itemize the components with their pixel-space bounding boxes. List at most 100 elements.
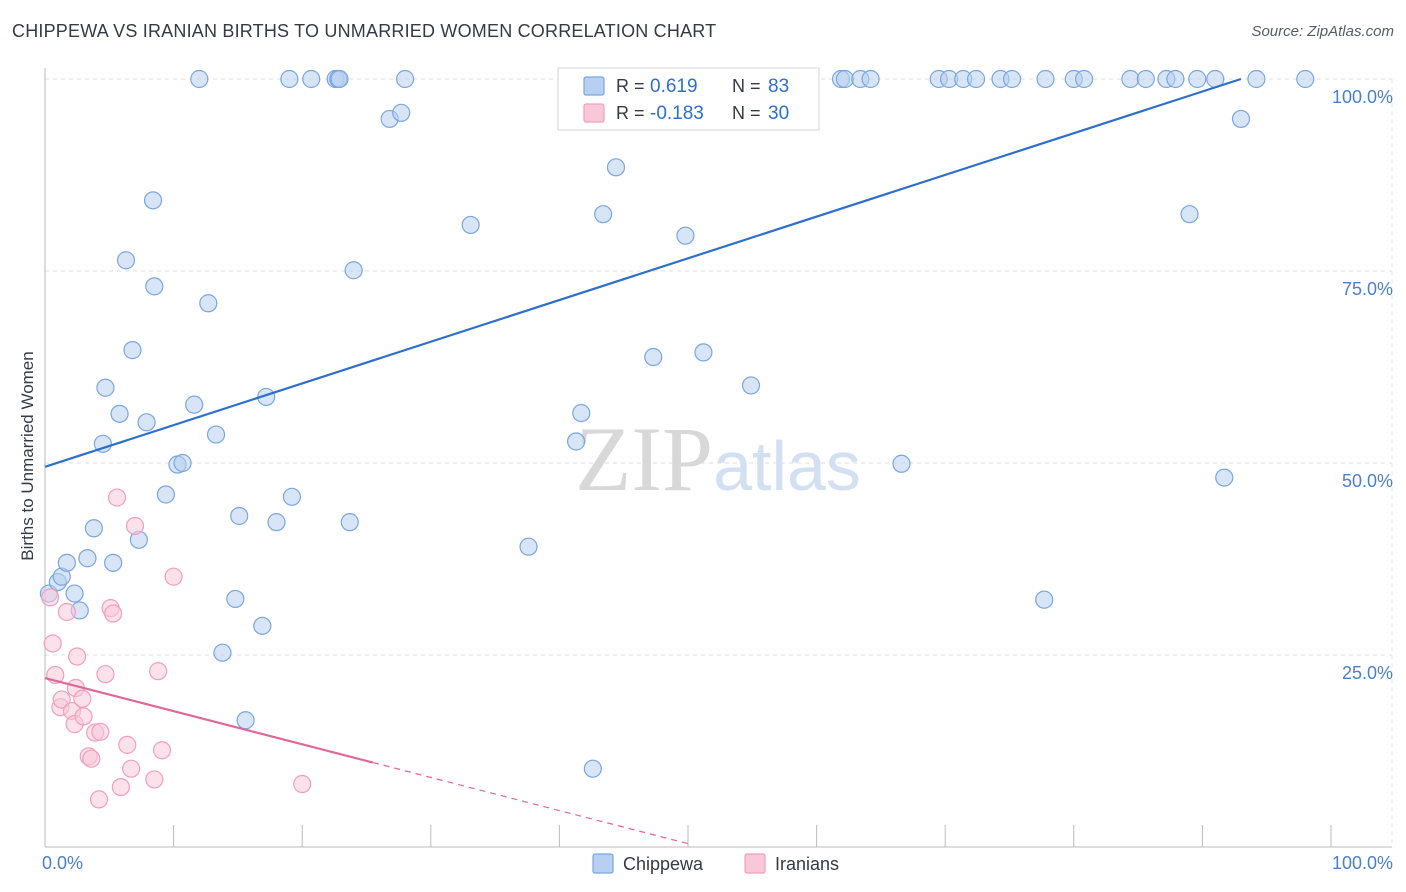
- iranians-point: [91, 722, 110, 741]
- chippewa-point: [185, 395, 204, 414]
- chippewa-point: [267, 513, 286, 532]
- chippewa-point: [1121, 69, 1140, 89]
- chippewa-point: [392, 103, 411, 122]
- chippewa-point: [236, 711, 255, 730]
- chippewa-point: [892, 454, 911, 473]
- iranians-point: [293, 774, 312, 794]
- legend-swatch: [592, 853, 614, 874]
- chippewa-point: [116, 251, 136, 270]
- chippewa-point: [199, 294, 218, 313]
- chippewa-point: [1247, 69, 1266, 89]
- chippewa-point: [344, 261, 363, 280]
- chart-source: Source: ZipAtlas.com: [1251, 23, 1394, 40]
- iranians-point: [111, 777, 130, 797]
- chippewa-point: [1036, 69, 1055, 89]
- stat-r-value: 0.619: [650, 76, 698, 97]
- y-tick-label: 100.0%: [1332, 87, 1393, 107]
- chippewa-point: [395, 69, 415, 89]
- chippewa-point: [461, 215, 480, 235]
- watermark: ZIPatlas: [575, 408, 861, 510]
- iranians-point: [96, 665, 115, 684]
- iranians-point: [73, 689, 92, 708]
- stat-n-label: N =: [732, 76, 761, 96]
- legend-swatch: [744, 853, 766, 874]
- chippewa-point: [519, 537, 538, 556]
- legend-label: Chippewa: [623, 854, 704, 874]
- iranians-point: [89, 790, 109, 809]
- iranians-point: [52, 690, 71, 709]
- chippewa-point: [280, 69, 299, 89]
- chippewa-point: [137, 413, 156, 432]
- y-axis-label: Births to Unmarried Women: [18, 351, 37, 560]
- iranians-point: [68, 647, 87, 666]
- x-tick-label: 100.0%: [1332, 853, 1393, 873]
- chippewa-point: [644, 347, 663, 367]
- iranians-point: [82, 749, 101, 768]
- chippewa-point: [1215, 468, 1234, 487]
- iranians-point: [43, 634, 62, 653]
- chippewa-point: [156, 485, 175, 504]
- chippewa-trend-line: [44, 77, 1242, 468]
- stat-n-value: 83: [768, 76, 789, 97]
- stat-n-label: N =: [732, 103, 761, 123]
- chippewa-point: [173, 453, 192, 473]
- chippewa-point: [567, 432, 586, 451]
- chippewa-point: [861, 69, 880, 89]
- chippewa-point: [65, 584, 84, 603]
- chippewa-point: [606, 158, 626, 177]
- chippewa-point: [694, 343, 713, 362]
- chippewa-point: [1166, 69, 1185, 89]
- chippewa-point: [143, 191, 163, 210]
- chippewa-point: [330, 69, 349, 89]
- chippewa-point: [57, 553, 76, 572]
- chippewa-point: [1296, 69, 1315, 89]
- iranians-trend-line: [44, 676, 374, 764]
- chippewa-point: [78, 549, 97, 568]
- iranians-point: [145, 770, 164, 789]
- chippewa-point: [1035, 590, 1054, 609]
- iranians-point: [118, 735, 137, 754]
- chippewa-point: [123, 341, 142, 360]
- chippewa-point: [594, 205, 613, 224]
- y-tick-label: 75.0%: [1342, 279, 1393, 299]
- iranians-trend-extension: [372, 761, 689, 845]
- y-tick-label: 25.0%: [1342, 663, 1393, 683]
- iranians-point: [74, 707, 93, 726]
- stat-r-label: R =: [616, 76, 645, 96]
- iranians-point: [104, 604, 123, 623]
- chippewa-point: [190, 69, 209, 89]
- stat-r-label: R =: [616, 103, 645, 123]
- iranians-swatch: [583, 103, 605, 123]
- chippewa-point: [1180, 205, 1199, 224]
- chippewa-point: [1074, 69, 1094, 89]
- chippewa-point: [340, 513, 359, 532]
- chippewa-swatch: [583, 76, 605, 96]
- chippewa-point: [104, 553, 123, 572]
- chippewa-point: [96, 378, 115, 397]
- chippewa-point: [1002, 69, 1022, 89]
- chippewa-point: [230, 506, 249, 526]
- chippewa-point: [302, 69, 321, 89]
- chippewa-point: [110, 404, 129, 423]
- chippewa-point: [206, 425, 226, 444]
- iranians-point: [41, 588, 60, 607]
- chippewa-point: [583, 759, 602, 778]
- chippewa-point: [84, 519, 103, 538]
- chippewa-point: [676, 226, 695, 245]
- chippewa-point: [1136, 69, 1155, 89]
- y-tick-label: 50.0%: [1342, 471, 1393, 491]
- iranians-point: [57, 602, 76, 622]
- legend-label: Iranians: [775, 854, 839, 874]
- chippewa-point: [1188, 69, 1207, 89]
- x-tick-label: 0.0%: [42, 853, 83, 873]
- iranians-point: [164, 567, 183, 586]
- chippewa-point: [1231, 109, 1251, 129]
- iranians-point: [125, 516, 145, 536]
- stat-n-value: 30: [768, 103, 789, 124]
- stat-r-value: -0.183: [650, 103, 704, 124]
- chippewa-point: [282, 487, 302, 506]
- chippewa-point: [213, 643, 232, 662]
- chippewa-point: [253, 616, 272, 635]
- chippewa-point: [145, 277, 164, 296]
